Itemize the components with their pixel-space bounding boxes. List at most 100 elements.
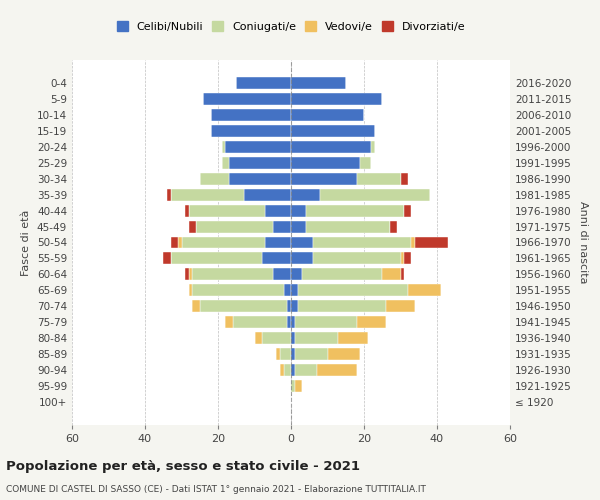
Bar xyxy=(170,188,244,200)
Bar xyxy=(262,332,291,344)
Bar xyxy=(317,364,356,376)
Bar xyxy=(291,300,298,312)
Bar xyxy=(226,140,291,152)
Bar xyxy=(401,172,408,184)
Bar xyxy=(313,236,412,248)
Bar xyxy=(189,284,193,296)
Bar xyxy=(229,156,291,168)
Bar xyxy=(200,300,287,312)
Bar xyxy=(178,236,182,248)
Bar xyxy=(262,252,291,264)
Text: COMUNE DI CASTEL DI SASSO (CE) - Dati ISTAT 1° gennaio 2021 - Elaborazione TUTTI: COMUNE DI CASTEL DI SASSO (CE) - Dati IS… xyxy=(6,485,426,494)
Bar xyxy=(291,380,295,392)
Bar xyxy=(170,236,178,248)
Bar xyxy=(185,268,189,280)
Bar xyxy=(221,156,229,168)
Bar xyxy=(185,204,189,216)
Legend: Celibi/Nubili, Coniugati/e, Vedovi/e, Divorziati/e: Celibi/Nubili, Coniugati/e, Vedovi/e, Di… xyxy=(113,18,469,36)
Bar xyxy=(291,348,295,360)
Bar xyxy=(291,92,382,104)
Bar xyxy=(291,108,364,120)
Bar xyxy=(382,268,401,280)
Bar xyxy=(287,300,291,312)
Bar xyxy=(284,284,291,296)
Bar xyxy=(284,364,291,376)
Bar xyxy=(305,220,389,232)
Bar xyxy=(295,348,328,360)
Bar xyxy=(182,236,265,248)
Bar xyxy=(189,268,193,280)
Bar xyxy=(167,188,170,200)
Bar xyxy=(412,236,415,248)
Bar xyxy=(291,172,356,184)
Bar xyxy=(236,76,291,88)
Bar xyxy=(287,316,291,328)
Bar xyxy=(408,284,440,296)
Bar xyxy=(189,220,196,232)
Y-axis label: Fasce di età: Fasce di età xyxy=(22,210,31,276)
Bar xyxy=(291,220,305,232)
Bar xyxy=(200,172,229,184)
Bar xyxy=(291,188,320,200)
Bar xyxy=(328,348,361,360)
Bar xyxy=(291,332,295,344)
Bar xyxy=(291,156,361,168)
Bar xyxy=(233,316,287,328)
Bar xyxy=(196,220,273,232)
Bar xyxy=(170,252,262,264)
Bar xyxy=(291,204,305,216)
Bar xyxy=(320,188,430,200)
Bar xyxy=(277,348,280,360)
Bar xyxy=(280,348,291,360)
Bar xyxy=(338,332,368,344)
Bar xyxy=(273,220,291,232)
Bar xyxy=(291,252,313,264)
Bar xyxy=(356,316,386,328)
Bar xyxy=(163,252,170,264)
Bar xyxy=(401,252,404,264)
Bar xyxy=(211,108,291,120)
Bar xyxy=(291,124,375,136)
Bar xyxy=(356,172,401,184)
Bar xyxy=(211,124,291,136)
Bar xyxy=(265,204,291,216)
Bar xyxy=(291,76,346,88)
Bar xyxy=(291,284,298,296)
Bar xyxy=(295,380,302,392)
Bar xyxy=(193,268,273,280)
Bar xyxy=(404,204,412,216)
Bar xyxy=(229,172,291,184)
Bar xyxy=(291,316,295,328)
Bar xyxy=(244,188,291,200)
Bar xyxy=(193,300,200,312)
Y-axis label: Anni di nascita: Anni di nascita xyxy=(578,201,588,284)
Bar xyxy=(389,220,397,232)
Bar xyxy=(189,204,265,216)
Bar xyxy=(361,156,371,168)
Bar xyxy=(401,268,404,280)
Bar xyxy=(313,252,401,264)
Bar xyxy=(295,316,356,328)
Bar xyxy=(305,204,404,216)
Bar xyxy=(298,284,408,296)
Bar xyxy=(302,268,382,280)
Bar xyxy=(415,236,448,248)
Bar xyxy=(221,140,226,152)
Bar xyxy=(265,236,291,248)
Bar xyxy=(291,364,295,376)
Bar xyxy=(291,140,371,152)
Bar xyxy=(291,236,313,248)
Bar xyxy=(371,140,375,152)
Bar xyxy=(298,300,386,312)
Bar xyxy=(295,364,317,376)
Bar xyxy=(273,268,291,280)
Bar xyxy=(226,316,233,328)
Bar xyxy=(254,332,262,344)
Bar xyxy=(291,268,302,280)
Bar xyxy=(404,252,412,264)
Bar xyxy=(386,300,415,312)
Bar xyxy=(295,332,338,344)
Text: Popolazione per età, sesso e stato civile - 2021: Popolazione per età, sesso e stato civil… xyxy=(6,460,360,473)
Bar xyxy=(280,364,284,376)
Bar xyxy=(203,92,291,104)
